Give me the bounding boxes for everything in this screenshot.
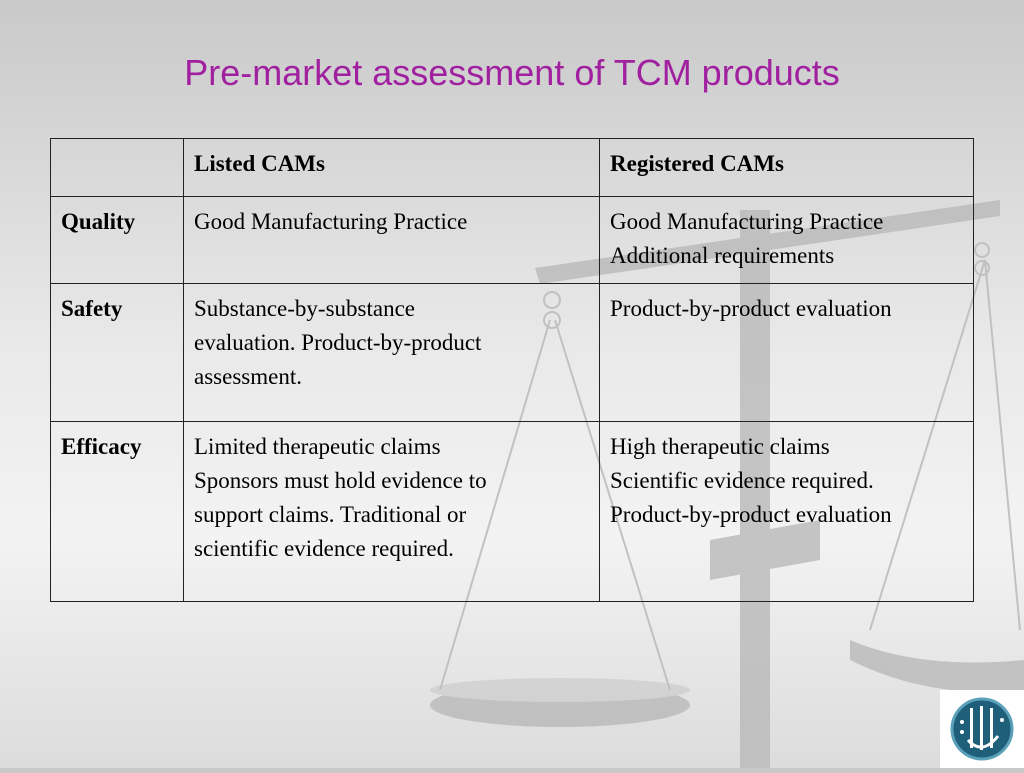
cell-efficacy-registered: High therapeutic claims Scientific evide… — [599, 421, 974, 602]
header-cell-registered: Registered CAMs — [599, 138, 974, 197]
row-label-efficacy: Efficacy — [50, 421, 184, 602]
cell-line: Scientific evidence required. — [610, 468, 874, 493]
institution-logo-icon — [950, 697, 1014, 761]
cell-safety-registered: Product-by-product evaluation — [599, 283, 974, 422]
row-label-quality: Quality — [50, 196, 184, 284]
cell-line: Good Manufacturing Practice — [194, 209, 468, 234]
cell-line: Additional requirements — [610, 243, 835, 268]
cell-line: Good Manufacturing Practice — [610, 209, 884, 234]
logo-box — [940, 690, 1024, 768]
cell-safety-listed: Substance-by-substance evaluation. Produ… — [183, 283, 600, 422]
assessment-table: Listed CAMs Registered CAMs Quality Good… — [50, 138, 974, 602]
table-row-quality: Quality Good Manufacturing Practice Good… — [50, 196, 974, 284]
header-cell-empty — [50, 138, 184, 197]
cell-quality-registered: Good Manufacturing Practice Additional r… — [599, 196, 974, 284]
table-row-efficacy: Efficacy Limited therapeutic claims Spon… — [50, 421, 974, 602]
cell-quality-listed: Good Manufacturing Practice — [183, 196, 600, 284]
cell-line: High therapeutic claims — [610, 434, 830, 459]
row-label-safety: Safety — [50, 283, 184, 422]
table-row-safety: Safety Substance-by-substance evaluation… — [50, 283, 974, 422]
cell-line: assessment. — [194, 364, 302, 389]
table-header-row: Listed CAMs Registered CAMs — [50, 138, 974, 197]
cell-line: Limited therapeutic claims — [194, 434, 441, 459]
cell-line: evaluation. Product-by-product — [194, 330, 482, 355]
cell-line: Sponsors must hold evidence to — [194, 468, 487, 493]
header-cell-listed: Listed CAMs — [183, 138, 600, 197]
cell-line: Substance-by-substance — [194, 296, 415, 321]
slide-title: Pre-market assessment of TCM products — [184, 52, 840, 93]
cell-line: scientific evidence required. — [194, 536, 454, 561]
cell-line: support claims. Traditional or — [194, 502, 467, 527]
cell-line: Product-by-product evaluation — [610, 502, 892, 527]
cell-line: Product-by-product evaluation — [610, 296, 892, 321]
cell-efficacy-listed: Limited therapeutic claims Sponsors must… — [183, 421, 600, 602]
